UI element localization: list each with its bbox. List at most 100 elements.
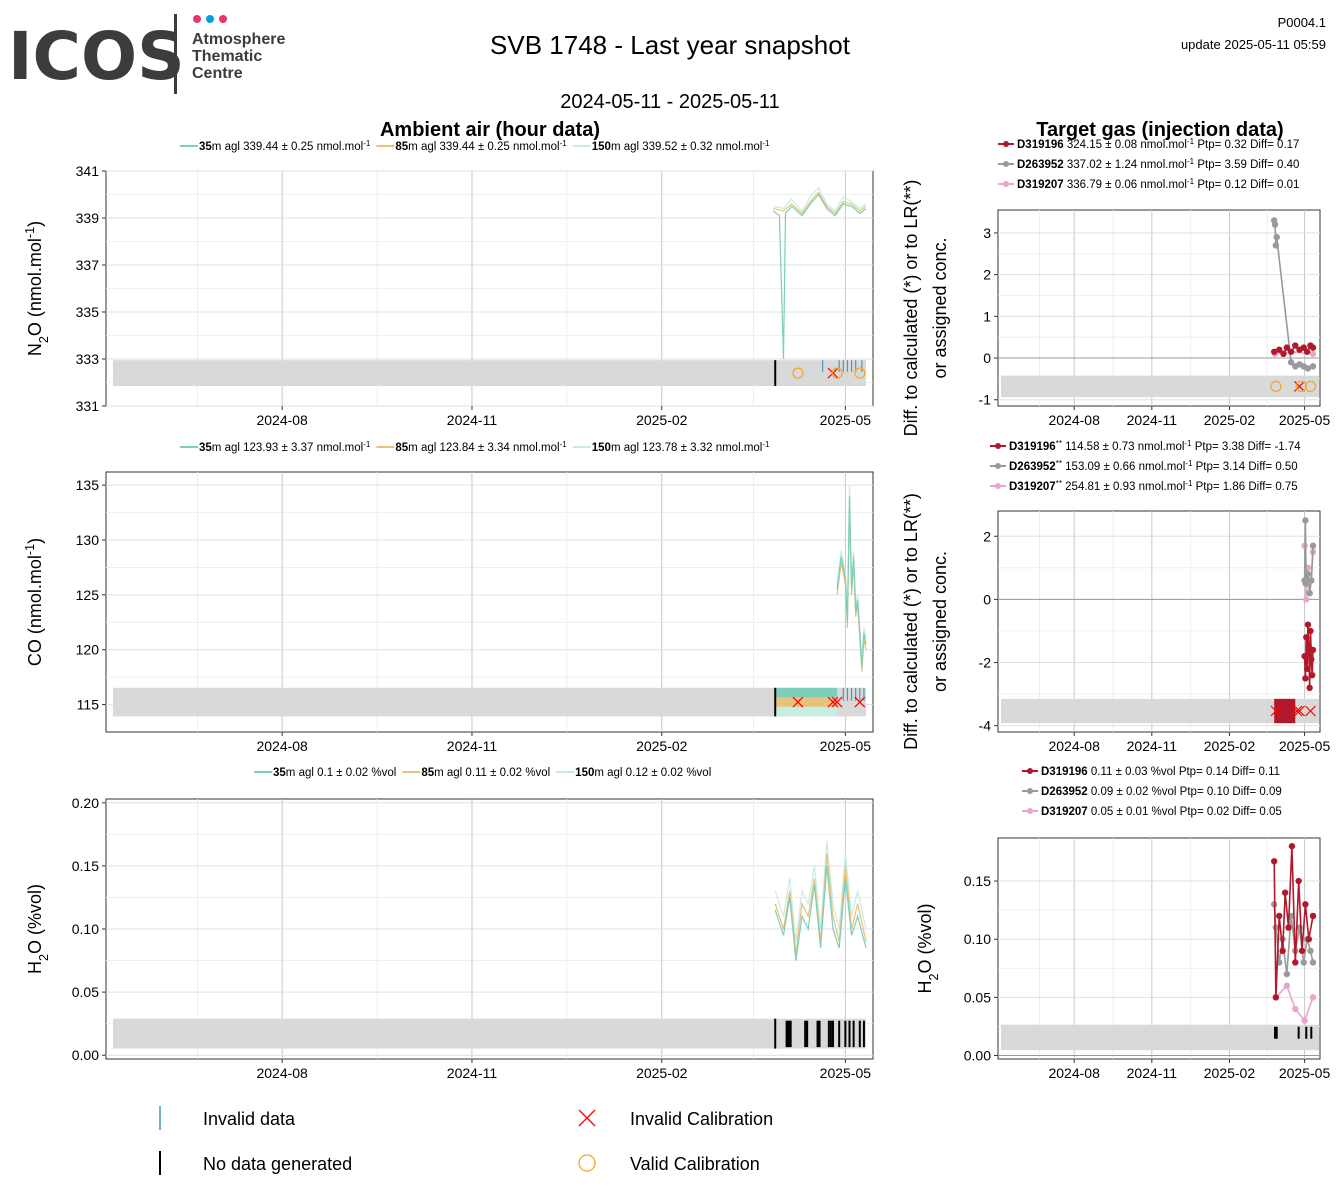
ambient-co-panel: 2024-08 2024-11 2025-02 2025-05 115 120 125 130…	[23, 440, 874, 754]
legend-entry: 85m agl 339.44 ± 0.25 nmol.mol-1	[395, 139, 567, 154]
series-point-D263952	[1309, 363, 1317, 370]
logo-line-1: Atmosphere	[192, 31, 285, 48]
status-bar-m35	[775, 687, 838, 698]
x-tick-label: 2025-05	[1279, 1065, 1331, 1081]
logo-word: ICOS	[8, 18, 185, 95]
series-line-m35	[836, 496, 867, 667]
no-data-label: No data generated	[203, 1154, 352, 1174]
series-point-D263952	[1273, 233, 1280, 241]
legend-dot-D319207	[1003, 181, 1009, 187]
series-point-D263952	[1306, 589, 1313, 597]
y-axis-title-line-2: or assigned conc.	[930, 237, 950, 378]
legend-dot-D319207	[1027, 808, 1033, 814]
series-point-D319207	[1309, 994, 1317, 1001]
ambient-n2o-panel: 2024-08 2024-11 2025-02 2025-05 331 333 335 337…	[23, 139, 874, 428]
logo-dot-blue	[206, 15, 214, 23]
invalid-calibration-marker	[1294, 705, 1305, 717]
series-point-D319196	[1302, 901, 1309, 908]
series-line-m150	[773, 186, 867, 212]
y-tick-label: 0.10	[72, 921, 99, 937]
y-tick-label: 339	[76, 210, 100, 226]
target-column-title: Target gas (injection data)	[1036, 119, 1283, 141]
legend-entry: D319196 324.15 ± 0.08 nmol.mol-1 Ptp= 0.…	[1017, 137, 1299, 152]
y-tick-label: 335	[76, 304, 100, 320]
series-point-D319207	[1309, 350, 1317, 358]
status-strip	[113, 687, 866, 717]
series-point-D319196	[1298, 947, 1306, 955]
series-point-D319196	[1270, 348, 1278, 355]
legend-dot-D319196	[995, 443, 1001, 449]
target-h2o-frame	[997, 837, 1321, 1060]
legend-entry: 150m agl 0.12 ± 0.02 %vol	[575, 767, 711, 779]
legend-entry: D263952 0.09 ± 0.02 %vol Ptp= 0.10 Diff=…	[1041, 786, 1282, 798]
invalid-calibration-label: Invalid Calibration	[630, 1109, 773, 1129]
series-line-m35	[772, 193, 867, 360]
series-point-D263952	[1309, 959, 1317, 966]
series-point-D319196	[1306, 684, 1313, 691]
series-point-D319196	[1276, 346, 1283, 353]
series-point-D319196	[1308, 656, 1315, 663]
x-tick-label: 2025-05	[820, 1065, 872, 1081]
valid-calibration-swatch	[578, 1154, 596, 1172]
series-point-D319196	[1303, 348, 1311, 355]
invalid-calibration-marker	[792, 696, 804, 708]
valid-calibration-marker	[854, 367, 866, 379]
ambient-h2o-series	[774, 840, 867, 961]
legend-dot-D319196	[1003, 141, 1009, 147]
ambient-column-title: Ambient air (hour data)	[380, 119, 600, 141]
series-point-D319196	[1308, 671, 1316, 679]
series-point-D319196	[1272, 994, 1280, 1001]
series-point-D319196	[1276, 912, 1283, 920]
series-point-D263952	[1308, 577, 1315, 584]
status-bar-D319196	[1274, 698, 1296, 724]
series-point-D319196	[1292, 342, 1299, 349]
logo-line-3: Centre	[192, 65, 243, 82]
status-strip	[113, 360, 866, 387]
series-point-D319207	[1303, 596, 1310, 603]
status-bar-m150	[775, 706, 838, 717]
series-point-D319196	[1279, 947, 1286, 955]
logo-dot-pink-2	[219, 15, 227, 23]
y-axis-title: H2O (%vol)	[25, 884, 51, 974]
y-tick-label: 0.05	[964, 989, 991, 1005]
series-point-D319196	[1303, 634, 1310, 641]
x-tick-label: 2025-05	[1279, 738, 1331, 754]
y-tick-label: 135	[76, 477, 100, 493]
series-point-D319196	[1302, 675, 1309, 682]
y-tick-label: -2	[979, 655, 992, 671]
x-tick-label: 2024-11	[1127, 738, 1178, 754]
y-tick-label: 2	[983, 528, 991, 544]
x-tick-label: 2024-11	[447, 738, 498, 754]
logo-dot-pink	[193, 15, 201, 23]
x-tick-label: 2024-11	[1127, 1065, 1178, 1081]
series-point-D263952	[1272, 242, 1280, 249]
ambient-n2o-legend: 35m agl 339.44 ± 0.25 nmol.mol-1 85m agl …	[180, 139, 770, 154]
y-axis-title: Diff. to calculated (*) or to LR(**)	[901, 493, 921, 750]
series-point-D319196	[1280, 350, 1287, 358]
invalid-calibration-marker	[854, 696, 866, 708]
target-n2o-legend: D319196 324.15 ± 0.08 nmol.mol-1 Ptp= 0.…	[998, 137, 1299, 192]
series-point-D319196	[1287, 348, 1295, 355]
status-strip	[1001, 375, 1319, 398]
x-tick-label: 2024-08	[256, 412, 308, 428]
target-co-series	[1301, 517, 1317, 691]
series-point-D319196	[1309, 912, 1317, 920]
legend-dot-D263952	[995, 463, 1001, 469]
legend-entry: 35m agl 339.44 ± 0.25 nmol.mol-1	[199, 139, 371, 154]
target-co-frame	[997, 510, 1321, 733]
ambient-h2o-panel: 2024-08 2024-11 2025-02 2025-05 0.00 0.05 0.10…	[25, 767, 874, 1081]
y-tick-label: 115	[77, 697, 100, 713]
y-tick-label: 3	[983, 225, 991, 241]
legend-entry: D263952 337.02 ± 1.24 nmol.mol-1 Ptp= 3.…	[1017, 157, 1299, 172]
series-point-D319207	[1301, 1017, 1308, 1024]
series-point-D263952	[1303, 580, 1310, 587]
x-tick-label: 2024-08	[1048, 738, 1100, 754]
y-tick-label: 0.15	[72, 858, 99, 874]
y-tick-label: 0	[983, 350, 991, 366]
legend-entry: 150m agl 123.78 ± 3.32 nmol.mol-1	[592, 440, 770, 455]
ambient-h2o-legend: 35m agl 0.1 ± 0.02 %vol 85m agl 0.11 ± 0.…	[254, 767, 711, 779]
y-tick-label: 0	[983, 591, 991, 607]
legend-entry: D319207 336.79 ± 0.06 nmol.mol-1 Ptp= 0.…	[1017, 177, 1299, 192]
y-tick-label: -4	[979, 718, 992, 734]
series-point-D319196	[1305, 935, 1312, 943]
